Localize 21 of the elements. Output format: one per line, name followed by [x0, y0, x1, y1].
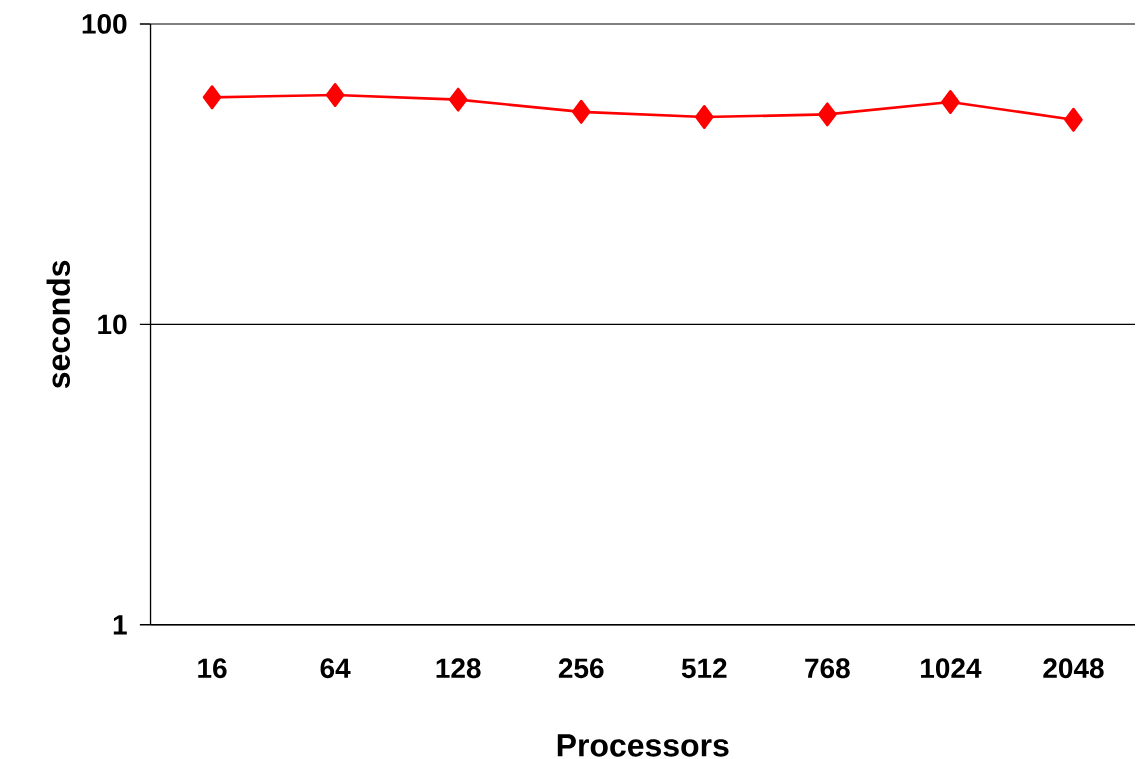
x-tick-label: 128 — [436, 658, 481, 678]
y-tick-label: 10 — [98, 314, 127, 335]
x-tick-label: 1024 — [921, 658, 982, 678]
point — [202, 85, 222, 110]
x-tick-label: 64 — [320, 658, 351, 678]
point — [1064, 107, 1083, 132]
x-tick-label: 2048 — [1043, 658, 1104, 678]
point — [818, 102, 837, 127]
x-tick-label: 768 — [805, 658, 850, 678]
y-tick-label: 100 — [82, 13, 127, 34]
x-tick-label: 256 — [558, 658, 604, 678]
point — [325, 82, 345, 107]
x-axis-title: Processors — [557, 734, 729, 757]
point — [448, 87, 468, 112]
x-tick-label: 16 — [198, 658, 227, 678]
y-tick-label: 1 — [113, 615, 127, 635]
point — [571, 99, 591, 124]
y-axis-title: seconds — [46, 260, 71, 388]
point — [694, 104, 714, 129]
x-tick-label: 512 — [681, 658, 727, 678]
point — [941, 89, 960, 114]
